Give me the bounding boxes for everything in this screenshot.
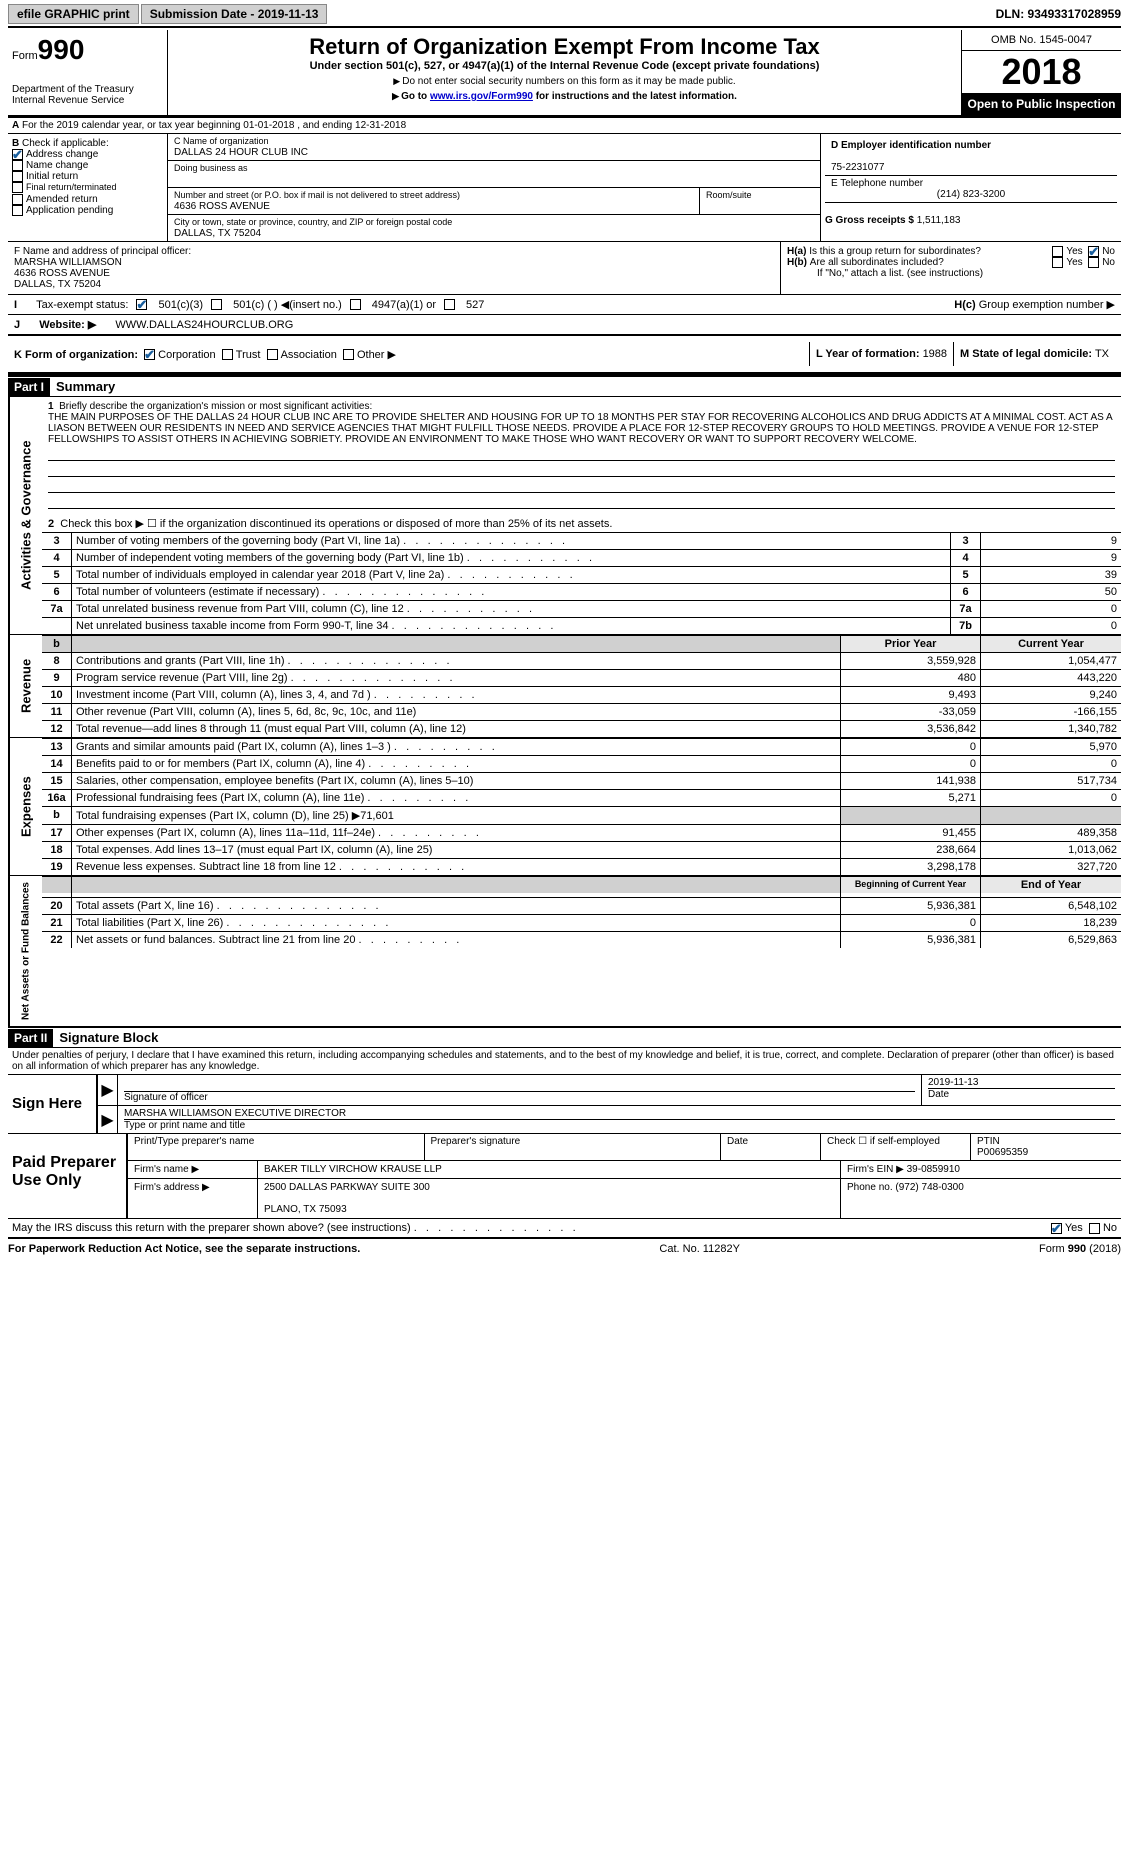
name-change-check[interactable]	[12, 160, 23, 171]
initial-check[interactable]	[12, 171, 23, 182]
gross-receipts: 1,511,183	[917, 215, 961, 226]
open-public: Open to Public Inspection	[962, 93, 1121, 115]
efile-button[interactable]: efile GRAPHIC print	[8, 4, 139, 24]
amended-check[interactable]	[12, 194, 23, 205]
org-name: DALLAS 24 HOUR CLUB INC	[174, 147, 308, 158]
section-c: C Name of organization DALLAS 24 HOUR CL…	[168, 134, 821, 241]
ha-no[interactable]	[1088, 246, 1099, 257]
addr-change-check[interactable]	[12, 149, 23, 160]
vtab-revenue: Revenue	[8, 635, 42, 737]
form-header: Form990 Department of the Treasury Inter…	[8, 30, 1121, 115]
tax-year: 2018	[962, 51, 1121, 93]
part-1-label: Part I	[8, 378, 50, 396]
section-k: K Form of organization: Corporation Trus…	[14, 348, 809, 361]
ha-yes[interactable]	[1052, 246, 1063, 257]
omb: OMB No. 1545-0047	[962, 30, 1121, 51]
dept: Department of the Treasury	[12, 84, 163, 95]
form-title: Return of Organization Exempt From Incom…	[178, 34, 951, 60]
line-1: 1 Briefly describe the organization's mi…	[42, 397, 1121, 515]
submission-button[interactable]: Submission Date - 2019-11-13	[141, 4, 328, 24]
vtab-net-assets: Net Assets or Fund Balances	[8, 876, 42, 1026]
form-label: Form	[12, 50, 38, 62]
irs: Internal Revenue Service	[12, 95, 163, 106]
part-2-label: Part II	[8, 1029, 53, 1047]
section-h: H(a) Is this a group return for subordin…	[781, 242, 1121, 294]
app-pending-check[interactable]	[12, 205, 23, 216]
note2-pre: Go to	[401, 91, 430, 102]
discuss-row: May the IRS discuss this return with the…	[8, 1218, 1121, 1237]
paid-preparer-label: Paid Preparer Use Only	[8, 1134, 128, 1218]
form-number: 990	[38, 34, 85, 65]
part-1-title: Summary	[50, 377, 121, 396]
section-deg: D Employer identification number 75-2231…	[821, 134, 1121, 241]
section-l: L Year of formation: 1988	[809, 342, 953, 366]
ein: 75-2231077	[831, 162, 884, 173]
discuss-no[interactable]	[1089, 1223, 1100, 1234]
topbar: efile GRAPHIC print Submission Date - 20…	[8, 4, 1121, 24]
section-m: M State of legal domicile: TX	[953, 342, 1115, 366]
section-f: F Name and address of principal officer:…	[8, 242, 781, 294]
sign-here-label: Sign Here	[8, 1075, 98, 1133]
hb-no[interactable]	[1088, 257, 1099, 268]
irs-link[interactable]: www.irs.gov/Form990	[430, 91, 533, 102]
corp-check[interactable]	[144, 349, 155, 360]
section-b: B Check if applicable: Address change Na…	[8, 134, 168, 241]
line-2: 2 Check this box ▶ ☐ if the organization…	[42, 515, 1121, 532]
perjury-statement: Under penalties of perjury, I declare th…	[8, 1047, 1121, 1074]
vtab-activities: Activities & Governance	[8, 397, 42, 634]
section-j: J Website: ▶ WWW.DALLAS24HOURCLUB.ORG	[8, 314, 1121, 334]
note1: Do not enter social security numbers on …	[402, 76, 735, 87]
hb-yes[interactable]	[1052, 257, 1063, 268]
section-a: A For the 2019 calendar year, or tax yea…	[8, 118, 1121, 133]
phone: (214) 823-3200	[831, 189, 1111, 200]
section-i: I Tax-exempt status: 501(c)(3) 501(c) ( …	[8, 294, 1121, 314]
dln: DLN: 93493317028959	[996, 7, 1121, 21]
501c3-check[interactable]	[136, 299, 147, 310]
subtitle: Under section 501(c), 527, or 4947(a)(1)…	[178, 60, 951, 72]
discuss-yes[interactable]	[1051, 1223, 1062, 1234]
note2-post: for instructions and the latest informat…	[533, 91, 737, 102]
final-check[interactable]	[12, 182, 23, 193]
footer: For Paperwork Reduction Act Notice, see …	[8, 1237, 1121, 1259]
city: DALLAS, TX 75204	[174, 228, 261, 239]
part-2-title: Signature Block	[53, 1028, 164, 1047]
vtab-expenses: Expenses	[8, 738, 42, 875]
website: WWW.DALLAS24HOURCLUB.ORG	[115, 319, 293, 331]
street: 4636 ROSS AVENUE	[174, 201, 270, 212]
